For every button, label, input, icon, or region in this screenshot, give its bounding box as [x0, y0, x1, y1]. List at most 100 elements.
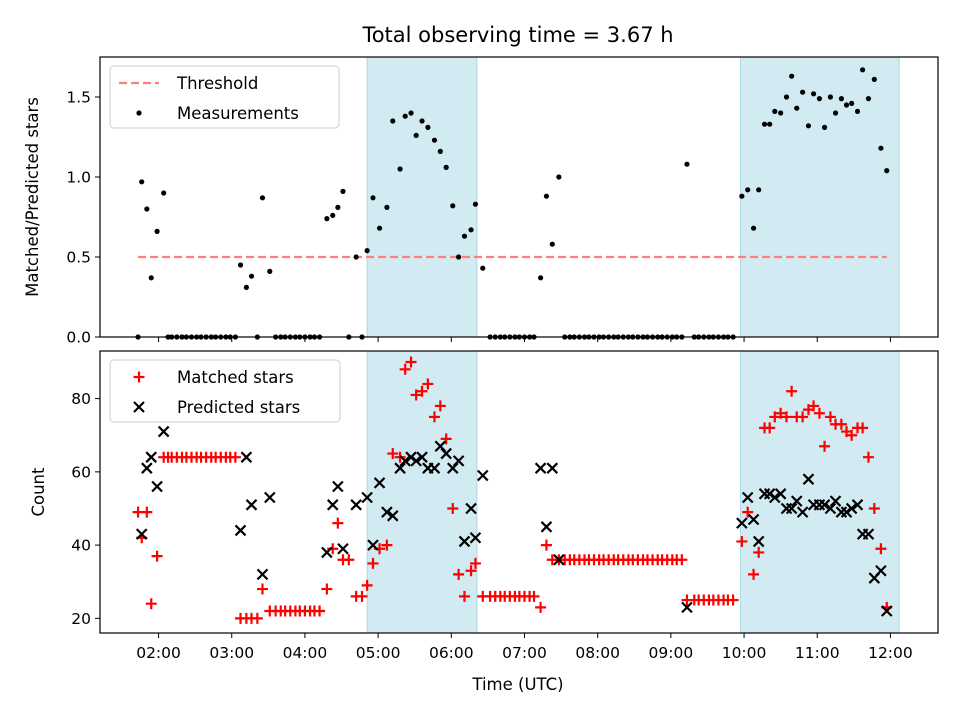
- point-x-series-2: [829, 495, 842, 507]
- point-x-series-2: [141, 462, 153, 474]
- point-dot-series-1: [805, 123, 812, 129]
- legend-entry-label: Matched stars: [177, 368, 294, 387]
- point-plus-series-1: [528, 590, 540, 602]
- point-x-series-2: [546, 462, 559, 474]
- point-dot-series-1: [884, 168, 890, 174]
- point-dot-series-1: [810, 91, 817, 97]
- point-plus-series-1: [416, 385, 428, 397]
- point-dot-series-1: [871, 76, 877, 82]
- point-plus-series-1: [356, 590, 368, 602]
- point-plus-series-1: [727, 594, 739, 606]
- point-x-series-2: [240, 451, 253, 463]
- point-plus-series-1: [824, 411, 836, 423]
- y-tick-label: 80: [71, 390, 91, 408]
- point-dot-series-1: [461, 233, 468, 239]
- point-dot-series-1: [248, 273, 255, 279]
- point-x-series-2: [256, 568, 269, 581]
- point-dot-series-1: [402, 113, 408, 119]
- point-plus-series-1: [367, 557, 379, 569]
- x-tick-label: 04:00: [283, 644, 328, 662]
- point-dot-series-1: [237, 262, 244, 268]
- point-plus-series-1: [819, 440, 831, 452]
- point-plus-series-1: [361, 579, 373, 591]
- point-plus-series-1: [808, 400, 820, 412]
- point-x-series-2: [845, 502, 858, 515]
- point-x-series-2: [264, 491, 276, 504]
- point-dot-series-1: [425, 124, 431, 130]
- point-dot-series-1: [756, 187, 762, 193]
- point-dot-series-1: [154, 228, 160, 234]
- point-x-series-2: [851, 499, 864, 511]
- point-dot-series-1: [390, 118, 396, 124]
- point-x-series-2: [410, 455, 422, 467]
- point-plus-series-1: [535, 601, 547, 613]
- point-x-series-2: [151, 480, 163, 493]
- point-dot-series-1: [431, 137, 438, 143]
- point-dot-series-1: [860, 67, 866, 73]
- x-tick-label: 11:00: [795, 644, 840, 662]
- point-plus-series-1: [151, 550, 163, 562]
- point-plus-series-1: [736, 535, 748, 547]
- point-dot-series-1: [408, 110, 414, 116]
- point-dot-series-1: [750, 225, 757, 231]
- point-dot-series-1: [243, 284, 249, 290]
- legend-box: [109, 65, 340, 129]
- x-tick-label: 07:00: [502, 644, 547, 662]
- point-dot-series-1: [340, 188, 346, 194]
- point-plus-series-1: [465, 565, 477, 577]
- point-dot-series-1: [794, 105, 800, 111]
- point-x-series-2: [862, 528, 875, 540]
- point-dot-series-1: [832, 110, 839, 116]
- y-tick-label: 40: [71, 537, 91, 555]
- point-plus-series-1: [781, 411, 793, 423]
- point-plus-series-1: [875, 543, 887, 555]
- point-dot-series-1: [335, 204, 341, 210]
- point-dot-series-1: [139, 179, 145, 185]
- point-x-series-2: [769, 491, 781, 504]
- point-plus-series-1: [434, 400, 446, 412]
- point-x-series-2: [135, 528, 148, 540]
- point-x-series-2: [534, 462, 547, 474]
- point-dot-series-1: [849, 100, 855, 106]
- point-x-series-2: [790, 495, 803, 507]
- point-plus-series-1: [440, 433, 452, 445]
- point-plus-series-1: [857, 422, 869, 434]
- point-dot-series-1: [148, 275, 154, 281]
- legend-entry-label: Threshold: [176, 74, 258, 93]
- point-plus-series-1: [748, 568, 760, 580]
- point-plus-series-1: [251, 612, 263, 624]
- y-tick-label: 1.5: [66, 89, 91, 107]
- point-dot-series-1: [549, 241, 555, 247]
- point-x-series-2: [802, 473, 815, 485]
- point-dot-series-1: [376, 225, 383, 231]
- point-x-series-2: [458, 535, 471, 548]
- point-plus-series-1: [764, 422, 776, 434]
- legend-box: [109, 359, 341, 423]
- highlight-band-1: [366, 350, 478, 634]
- point-x-series-2: [796, 506, 809, 518]
- point-dot-series-1: [854, 108, 861, 114]
- point-x-series-2: [469, 532, 482, 544]
- point-dot-series-1: [353, 254, 359, 260]
- top-legend: Threshold Measurements: [109, 65, 340, 129]
- bottom-axes-frame: [99, 350, 939, 634]
- point-dot-series-1: [865, 96, 872, 102]
- point-x-series-2: [145, 451, 158, 463]
- point-dot-series-1: [443, 164, 449, 170]
- point-x-series-2: [553, 553, 565, 566]
- legend-entry-label: Predicted stars: [177, 398, 300, 417]
- point-plus-series-1: [846, 429, 858, 441]
- top-panel-ratio: 0.0 0.5 1.0 1.5 Matched/Predicted stars Thr…: [23, 56, 939, 347]
- point-dot-series-1: [450, 203, 456, 209]
- point-x-series-2: [337, 542, 349, 555]
- point-plus-series-1: [405, 356, 417, 368]
- point-dot-series-1: [878, 145, 884, 151]
- x-tick-label: 05:00: [356, 644, 401, 662]
- point-x-series-2: [452, 455, 465, 467]
- bottom-y-axis-label: Count: [29, 467, 48, 517]
- point-plus-series-1: [469, 557, 481, 569]
- point-x-series-2: [394, 462, 406, 474]
- point-dot-series-1: [324, 216, 330, 222]
- point-plus-series-1: [387, 448, 399, 460]
